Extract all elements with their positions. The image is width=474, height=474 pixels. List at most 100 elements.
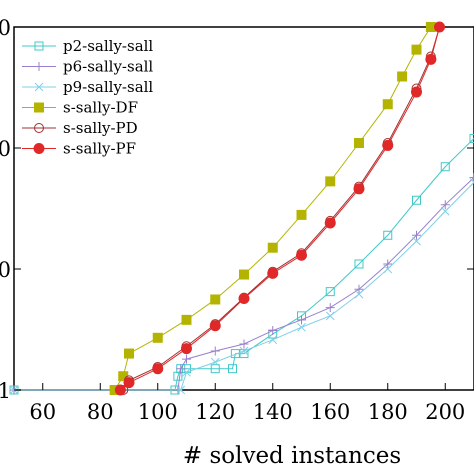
legend: p2-sally-sall p6-sally-sall p9-sally-sall s… <box>22 37 153 158</box>
data-point <box>383 264 393 274</box>
y-tick-label: 1 <box>0 379 11 403</box>
legend-swatch-marker <box>34 62 44 71</box>
data-point <box>354 284 364 294</box>
x-tick-label: 140 <box>253 400 293 424</box>
x-tick-label: 200 <box>425 400 465 424</box>
data-point <box>182 354 191 364</box>
x-tick-label: 160 <box>310 400 350 424</box>
legend-item-s-sally-DF: s-sally-DF <box>22 99 138 117</box>
data-point <box>152 363 164 375</box>
series-line <box>122 26 440 391</box>
x-tick-label: 60 <box>29 400 56 424</box>
series-p6-sally-sall <box>9 173 474 395</box>
series-line <box>14 177 474 391</box>
data-point <box>469 133 474 143</box>
legend-label: s-sally-DF <box>63 99 138 117</box>
data-point <box>239 349 249 359</box>
data-point <box>152 332 163 343</box>
legend-item-s-sally-PF: s-sally-PF <box>22 140 136 158</box>
data-point <box>440 206 450 216</box>
data-point <box>440 200 450 210</box>
legend-swatch-marker <box>34 102 44 113</box>
data-point <box>210 357 220 367</box>
legend-label: p9-sally-sall <box>63 78 153 96</box>
data-point <box>181 343 192 355</box>
series-line <box>14 138 474 391</box>
data-point <box>124 348 134 359</box>
data-point <box>325 303 335 313</box>
data-point <box>325 311 335 321</box>
data-point <box>296 209 307 220</box>
data-point <box>267 267 279 279</box>
series-layer <box>9 21 474 396</box>
data-point <box>182 367 191 377</box>
data-point <box>123 377 135 389</box>
data-point <box>176 385 186 395</box>
data-point <box>325 176 336 187</box>
data-point <box>382 99 393 110</box>
data-point <box>412 230 421 240</box>
data-point <box>239 339 249 349</box>
legend-label: s-sally-PF <box>63 140 136 158</box>
data-point <box>383 230 393 240</box>
data-point <box>239 346 249 356</box>
series-p9-sally-sall <box>9 178 474 395</box>
data-point <box>383 259 393 269</box>
data-point <box>412 236 421 246</box>
data-point <box>411 86 422 98</box>
legend-item-s-sally-PD: s-sally-PD <box>22 119 138 137</box>
data-point <box>268 326 278 336</box>
data-point <box>434 21 445 33</box>
legend-swatch-marker <box>34 123 44 133</box>
legend-label: s-sally-PD <box>63 119 138 137</box>
legend-item-p9-sally-sall: p9-sally-sall <box>22 78 153 96</box>
data-point <box>267 242 278 253</box>
data-point <box>469 173 474 183</box>
data-point <box>354 137 364 148</box>
data-point <box>176 364 186 374</box>
data-point <box>440 162 450 172</box>
data-point <box>228 364 237 374</box>
data-point <box>382 139 394 151</box>
data-point <box>209 320 221 332</box>
data-point <box>297 315 306 325</box>
legend-label: p2-sally-sall <box>63 37 153 55</box>
x-tick-label: 180 <box>368 400 408 424</box>
series-s-sally-DF <box>109 22 436 395</box>
data-point <box>210 294 221 305</box>
x-axis-title: # solved instances <box>183 443 401 469</box>
legend-label: p6-sally-sall <box>63 58 153 76</box>
data-point <box>412 195 421 205</box>
legend-item-p2-sally-sall: p2-sally-sall <box>22 37 153 55</box>
data-point <box>297 322 306 332</box>
data-point <box>268 335 278 345</box>
data-point <box>230 349 240 359</box>
data-point <box>296 249 307 261</box>
data-point <box>324 217 336 229</box>
data-point <box>354 259 364 269</box>
data-point <box>411 44 422 55</box>
data-point <box>354 289 364 299</box>
data-point <box>397 71 408 82</box>
data-point <box>114 384 126 396</box>
series-s-sally-PD <box>118 22 445 395</box>
x-tick-label: 80 <box>87 400 114 424</box>
y-tick-label: 10 <box>0 258 11 282</box>
data-point <box>353 183 365 195</box>
series-line <box>120 26 440 391</box>
y-tick-label: 100 <box>0 137 11 161</box>
data-point <box>181 314 192 325</box>
legend-swatch-marker <box>34 41 44 51</box>
data-point <box>469 178 474 187</box>
plot-area <box>13 26 474 391</box>
data-point <box>425 53 437 65</box>
legend-swatch-marker <box>33 143 45 154</box>
series-p2-sally-sall <box>9 133 474 395</box>
x-tick-label: 100 <box>138 400 178 424</box>
legend-swatch-marker <box>34 82 44 92</box>
data-point <box>239 269 249 280</box>
data-point <box>325 287 335 297</box>
